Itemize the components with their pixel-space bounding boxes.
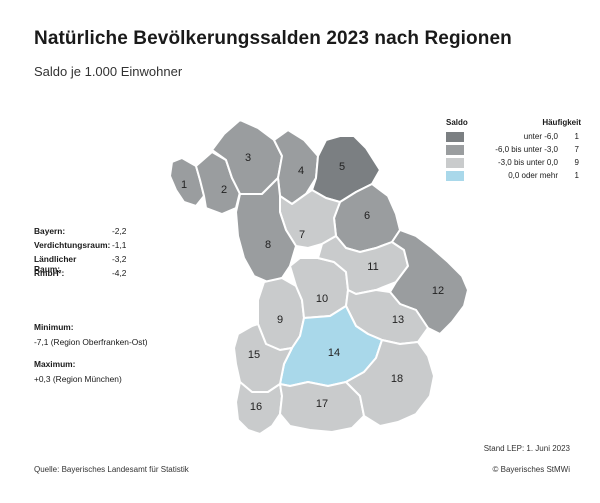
region-label-7: 7 [299, 229, 305, 241]
region-label-9: 9 [277, 314, 283, 326]
legend-count: 7 [574, 145, 579, 154]
stat-value: -1,1 [112, 240, 127, 250]
copyright-note: © Bayerisches StMWi [492, 465, 570, 474]
stand-note: Stand LEP: 1. Juni 2023 [483, 444, 570, 453]
legend-count: 1 [574, 132, 579, 141]
legend-swatch [446, 171, 464, 181]
map-legend: Saldo Häufigkeit unter -6,0 1 -6,0 bis u… [446, 118, 581, 184]
stat-value: -4,2 [112, 268, 127, 278]
page-subtitle: Saldo je 1.000 Einwohner [34, 64, 183, 79]
region-15[interactable] [233, 323, 293, 393]
region-label-4: 4 [298, 165, 304, 177]
stat-label: Verdichtungsraum: [34, 240, 111, 250]
region-label-11: 11 [367, 261, 378, 273]
region-16[interactable] [235, 381, 283, 435]
legend-swatch [446, 145, 464, 155]
legend-count: 9 [574, 158, 579, 167]
region-label-14: 14 [328, 347, 340, 359]
maximum-block: Maximum: +0,3 (Region München) [34, 359, 122, 384]
legend-range: -6,0 bis unter -3,0 [495, 145, 558, 154]
legend-range: unter -6,0 [523, 132, 558, 141]
legend-header: Saldo Häufigkeit [446, 118, 581, 132]
region-17[interactable] [279, 381, 365, 433]
legend-swatch [446, 132, 464, 142]
region-label-12: 12 [432, 285, 444, 297]
legend-title: Saldo [446, 118, 468, 127]
legend-range: -3,0 bis unter 0,0 [497, 158, 558, 167]
region-label-10: 10 [316, 293, 328, 305]
legend-count: 1 [574, 171, 579, 180]
minimum-block: Minimum: -7,1 (Region Oberfranken-Ost) [34, 322, 148, 347]
legend-row: 0,0 oder mehr 1 [446, 171, 581, 183]
stat-label: Ländlicher Raum: [34, 254, 77, 274]
legend-row: -6,0 bis unter -3,0 7 [446, 145, 581, 157]
legend-swatch [446, 158, 464, 168]
region-label-13: 13 [392, 314, 404, 326]
region-18[interactable] [345, 339, 435, 427]
region-label-17: 17 [316, 398, 328, 410]
region-label-18: 18 [391, 373, 403, 385]
stat-label: RmbH²: [34, 268, 65, 278]
maximum-value: +0,3 (Region München) [34, 374, 122, 384]
region-12[interactable] [389, 229, 469, 335]
region-label-8: 8 [265, 239, 271, 251]
legend-count-title: Häufigkeit [542, 118, 581, 127]
page-title: Natürliche Bevölkerungssalden 2023 nach … [34, 28, 512, 49]
region-label-6: 6 [364, 210, 370, 222]
legend-row: -3,0 bis unter 0,0 9 [446, 158, 581, 170]
legend-range: 0,0 oder mehr [508, 171, 558, 180]
minimum-label: Minimum: [34, 322, 74, 332]
stat-label: Bayern: [34, 226, 66, 236]
minimum-value: -7,1 (Region Oberfranken-Ost) [34, 337, 148, 347]
stat-value: -3,2 [112, 254, 127, 264]
maximum-label: Maximum: [34, 359, 76, 369]
region-label-2: 2 [221, 184, 227, 196]
region-label-5: 5 [339, 161, 345, 173]
stat-value: -2,2 [112, 226, 127, 236]
region-1[interactable] [169, 157, 205, 207]
region-label-15: 15 [248, 349, 260, 361]
source-note: Quelle: Bayerisches Landesamt für Statis… [34, 465, 189, 474]
region-label-3: 3 [245, 152, 251, 164]
region-label-1: 1 [181, 179, 187, 191]
region-label-16: 16 [250, 401, 262, 413]
legend-row: unter -6,0 1 [446, 132, 581, 144]
